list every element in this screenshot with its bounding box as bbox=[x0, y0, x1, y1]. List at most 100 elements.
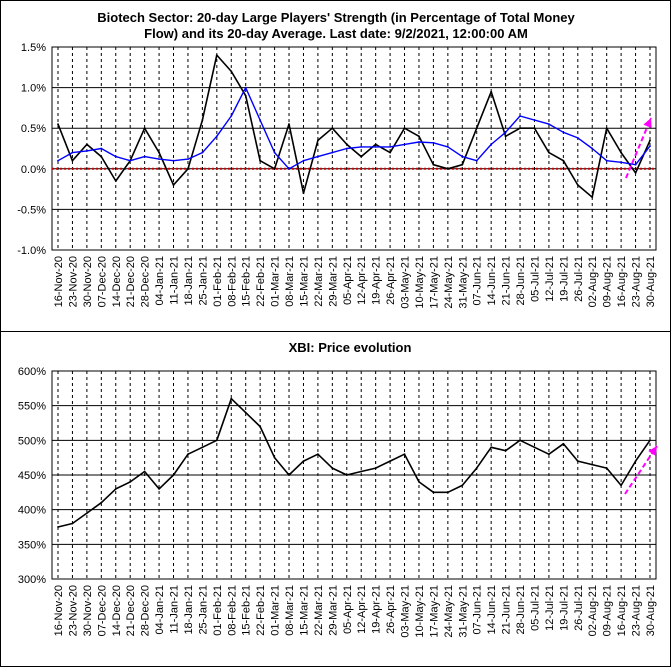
x-tick-label: 23-Nov-20 bbox=[67, 256, 79, 307]
data-point bbox=[403, 127, 406, 130]
data-point bbox=[86, 143, 88, 146]
data-point bbox=[100, 155, 103, 158]
x-tick-label: 17-May-21 bbox=[428, 256, 440, 309]
data-point bbox=[576, 460, 579, 462]
data-point bbox=[533, 119, 536, 121]
data-point bbox=[172, 474, 175, 476]
strength-grid bbox=[52, 47, 656, 250]
x-tick-label: 05-Jul-21 bbox=[529, 256, 541, 302]
data-point bbox=[331, 127, 334, 130]
x-tick-label: 14-Jun-21 bbox=[486, 585, 498, 635]
x-tick-label: 21-Jun-21 bbox=[501, 585, 513, 635]
data-point bbox=[317, 139, 319, 142]
data-point bbox=[143, 470, 146, 473]
data-point bbox=[317, 155, 319, 158]
data-point bbox=[475, 467, 478, 469]
x-tick-label: 24-May-21 bbox=[443, 585, 455, 638]
x-tick-label: 31-May-21 bbox=[457, 585, 469, 638]
data-point bbox=[317, 453, 319, 456]
data-point bbox=[187, 453, 189, 456]
x-tick-label: 30-Nov-20 bbox=[82, 256, 94, 307]
data-point bbox=[533, 127, 536, 130]
data-point bbox=[129, 481, 132, 483]
data-point bbox=[548, 151, 550, 154]
x-tick-label: 12-Apr-21 bbox=[356, 585, 368, 634]
data-point bbox=[461, 163, 464, 166]
x-tick-label: 28-Jun-21 bbox=[515, 256, 527, 306]
data-point bbox=[114, 180, 117, 182]
data-point bbox=[548, 453, 550, 456]
data-point bbox=[418, 141, 420, 143]
x-tick-label: 03-May-21 bbox=[400, 585, 412, 638]
data-point bbox=[562, 159, 565, 162]
data-point bbox=[129, 159, 132, 162]
data-point bbox=[548, 123, 550, 125]
data-point bbox=[259, 119, 261, 121]
data-point bbox=[605, 467, 608, 469]
x-tick-label: 18-Jan-21 bbox=[183, 256, 195, 306]
x-tick-label: 19-Jul-21 bbox=[558, 256, 570, 302]
x-tick-label: 07-Dec-20 bbox=[96, 256, 108, 307]
data-point bbox=[533, 446, 536, 449]
x-tick-label: 23-Nov-20 bbox=[67, 585, 79, 636]
x-tick-label: 29-Mar-21 bbox=[327, 256, 339, 307]
x-tick-label: 16-Aug-21 bbox=[616, 585, 628, 636]
price-chart-title: XBI: Price evolution bbox=[289, 340, 412, 355]
x-tick-label: 01-Mar-21 bbox=[270, 256, 282, 307]
data-point bbox=[57, 526, 59, 528]
y-tick-label: 0.5% bbox=[21, 123, 46, 135]
data-point bbox=[288, 474, 290, 476]
data-point bbox=[649, 139, 651, 142]
x-tick-label: 08-Feb-21 bbox=[226, 585, 238, 636]
x-tick-label: 09-Aug-21 bbox=[602, 256, 614, 307]
x-tick-label: 26-Jul-21 bbox=[573, 585, 585, 631]
x-tick-label: 01-Feb-21 bbox=[212, 585, 224, 636]
x-tick-label: 26-Jul-21 bbox=[573, 256, 585, 302]
data-point bbox=[360, 146, 363, 148]
x-tick-label: 12-Jul-21 bbox=[544, 256, 556, 302]
strength-series bbox=[52, 54, 656, 199]
data-point bbox=[230, 397, 233, 400]
data-point bbox=[576, 184, 579, 186]
y-tick-label: 450% bbox=[18, 470, 46, 482]
data-point bbox=[389, 146, 391, 148]
strength-x-axis: 16-Nov-20 23-Nov-20 30-Nov-20 07-Dec-20 14-D… bbox=[53, 256, 657, 309]
data-point bbox=[71, 159, 74, 162]
x-tick-label: 15-Mar-21 bbox=[298, 256, 310, 307]
data-point bbox=[374, 467, 377, 469]
x-tick-label: 10-May-21 bbox=[414, 585, 426, 638]
data-point bbox=[634, 172, 637, 174]
data-point bbox=[100, 501, 103, 504]
data-point bbox=[374, 143, 377, 146]
x-tick-label: 05-Apr-21 bbox=[342, 585, 354, 634]
x-tick-label: 01-Feb-21 bbox=[212, 256, 224, 307]
x-tick-label: 16-Nov-20 bbox=[53, 256, 65, 307]
y-tick-label: 0.0% bbox=[21, 164, 46, 176]
data-point bbox=[331, 467, 334, 469]
series-line-1 bbox=[57, 86, 651, 170]
data-point bbox=[403, 453, 406, 456]
x-tick-label: 22-Mar-21 bbox=[313, 256, 325, 307]
data-point bbox=[591, 463, 594, 466]
data-point bbox=[591, 147, 594, 150]
data-point bbox=[461, 484, 464, 487]
data-point bbox=[620, 484, 622, 487]
x-tick-label: 01-Mar-21 bbox=[270, 585, 282, 636]
data-point bbox=[432, 491, 435, 494]
x-tick-label: 30-Aug-21 bbox=[645, 585, 657, 636]
x-tick-label: 25-Jan-21 bbox=[197, 585, 209, 635]
data-point bbox=[201, 151, 204, 154]
price-chart: XBI: Price evolution 600% 550% 500% 450% 400… bbox=[18, 340, 658, 638]
x-tick-label: 07-Dec-20 bbox=[96, 585, 108, 636]
data-point bbox=[389, 151, 391, 154]
price-grid bbox=[52, 371, 656, 579]
data-point bbox=[519, 127, 521, 130]
x-tick-label: 04-Jan-21 bbox=[154, 256, 166, 306]
data-point bbox=[215, 439, 218, 442]
x-tick-label: 21-Dec-20 bbox=[125, 585, 137, 636]
y-tick-label: 600% bbox=[18, 366, 46, 378]
data-point bbox=[634, 460, 637, 462]
price-y-axis: 600% 550% 500% 450% 400% 350% 300% bbox=[18, 366, 46, 586]
x-tick-label: 09-Aug-21 bbox=[602, 585, 614, 636]
